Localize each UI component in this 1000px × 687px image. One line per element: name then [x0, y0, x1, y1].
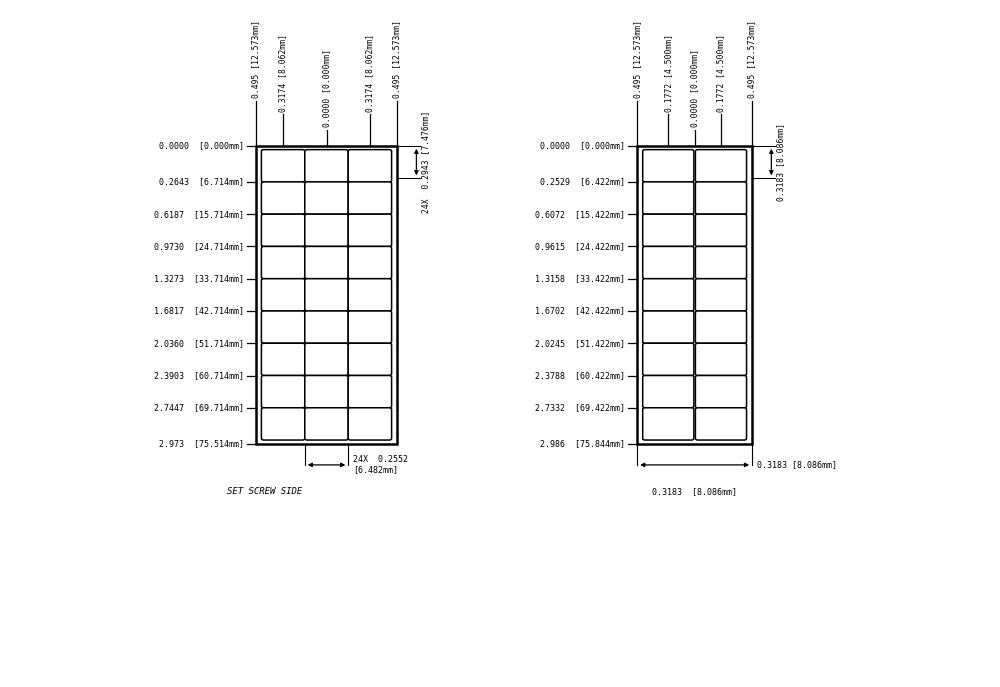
Text: 0.0000 [0.000mm]: 0.0000 [0.000mm] [322, 49, 331, 127]
Text: 0.9615  [24.422mm]: 0.9615 [24.422mm] [535, 242, 625, 251]
Text: 1.3273  [33.714mm]: 1.3273 [33.714mm] [154, 274, 244, 283]
FancyBboxPatch shape [305, 376, 348, 408]
FancyBboxPatch shape [643, 247, 694, 279]
Text: 0.2529  [6.422mm]: 0.2529 [6.422mm] [540, 177, 625, 186]
FancyBboxPatch shape [695, 150, 747, 182]
FancyBboxPatch shape [695, 247, 747, 279]
FancyBboxPatch shape [348, 376, 392, 408]
Text: 0.9730  [24.714mm]: 0.9730 [24.714mm] [154, 242, 244, 251]
FancyBboxPatch shape [643, 408, 694, 440]
FancyBboxPatch shape [261, 408, 305, 440]
Text: SET SCREW SIDE: SET SCREW SIDE [227, 487, 302, 496]
Text: 1.3158  [33.422mm]: 1.3158 [33.422mm] [535, 274, 625, 283]
FancyBboxPatch shape [695, 311, 747, 344]
Text: 0.6187  [15.714mm]: 0.6187 [15.714mm] [154, 210, 244, 218]
FancyBboxPatch shape [261, 279, 305, 311]
Text: 0.2643  [6.714mm]: 0.2643 [6.714mm] [159, 177, 244, 186]
FancyBboxPatch shape [695, 376, 747, 408]
FancyBboxPatch shape [348, 408, 392, 440]
FancyBboxPatch shape [305, 214, 348, 247]
Text: 2.7447  [69.714mm]: 2.7447 [69.714mm] [154, 403, 244, 412]
FancyBboxPatch shape [305, 344, 348, 376]
Text: 0.3183  [8.086mm]: 0.3183 [8.086mm] [652, 487, 737, 496]
Text: 0.495 [12.573mm]: 0.495 [12.573mm] [747, 21, 756, 98]
Text: 2.7332  [69.422mm]: 2.7332 [69.422mm] [535, 403, 625, 412]
Text: 2.3903  [60.714mm]: 2.3903 [60.714mm] [154, 371, 244, 380]
FancyBboxPatch shape [695, 408, 747, 440]
FancyBboxPatch shape [643, 311, 694, 344]
Text: 0.3174 [8.062mm]: 0.3174 [8.062mm] [279, 34, 288, 111]
Text: 0.495 [12.573mm]: 0.495 [12.573mm] [393, 21, 402, 98]
FancyBboxPatch shape [695, 279, 747, 311]
Text: 0.0000 [0.000mm]: 0.0000 [0.000mm] [690, 49, 699, 127]
Text: 0.6072  [15.422mm]: 0.6072 [15.422mm] [535, 210, 625, 218]
FancyBboxPatch shape [348, 214, 392, 247]
FancyBboxPatch shape [348, 247, 392, 279]
FancyBboxPatch shape [261, 376, 305, 408]
FancyBboxPatch shape [695, 214, 747, 247]
Text: 0.0000  [0.000mm]: 0.0000 [0.000mm] [540, 142, 625, 150]
Text: 1.6817  [42.714mm]: 1.6817 [42.714mm] [154, 306, 244, 315]
Bar [256, 146, 397, 444]
FancyBboxPatch shape [348, 279, 392, 311]
FancyBboxPatch shape [261, 150, 305, 182]
Text: 1.6702  [42.422mm]: 1.6702 [42.422mm] [535, 306, 625, 315]
Text: 2.0360  [51.714mm]: 2.0360 [51.714mm] [154, 339, 244, 348]
Text: 0.3183 [8.086mm]: 0.3183 [8.086mm] [757, 460, 837, 469]
Text: 0.3183 [8.086mm]: 0.3183 [8.086mm] [776, 123, 785, 201]
FancyBboxPatch shape [305, 408, 348, 440]
FancyBboxPatch shape [261, 214, 305, 247]
Text: 0.1772 [4.500mm]: 0.1772 [4.500mm] [664, 34, 673, 111]
FancyBboxPatch shape [643, 150, 694, 182]
FancyBboxPatch shape [261, 182, 305, 214]
Text: 0.495 [12.573mm]: 0.495 [12.573mm] [633, 21, 642, 98]
Text: 0.1772 [4.500mm]: 0.1772 [4.500mm] [716, 34, 725, 111]
FancyBboxPatch shape [695, 182, 747, 214]
FancyBboxPatch shape [261, 247, 305, 279]
Text: 2.0245  [51.422mm]: 2.0245 [51.422mm] [535, 339, 625, 348]
Text: 2.3788  [60.422mm]: 2.3788 [60.422mm] [535, 371, 625, 380]
FancyBboxPatch shape [305, 279, 348, 311]
FancyBboxPatch shape [305, 182, 348, 214]
FancyBboxPatch shape [643, 182, 694, 214]
FancyBboxPatch shape [348, 344, 392, 376]
Text: 24X  0.2552
[6.482mm]: 24X 0.2552 [6.482mm] [353, 455, 408, 475]
FancyBboxPatch shape [348, 182, 392, 214]
Text: 2.986  [75.844mm]: 2.986 [75.844mm] [540, 439, 625, 448]
Text: 2.973  [75.514mm]: 2.973 [75.514mm] [159, 439, 244, 448]
Text: 0.0000  [0.000mm]: 0.0000 [0.000mm] [159, 142, 244, 150]
Text: 0.3174 [8.062mm]: 0.3174 [8.062mm] [365, 34, 374, 111]
FancyBboxPatch shape [305, 311, 348, 344]
FancyBboxPatch shape [348, 150, 392, 182]
Bar [637, 146, 752, 444]
FancyBboxPatch shape [305, 247, 348, 279]
Text: 0.495 [12.573mm]: 0.495 [12.573mm] [251, 21, 260, 98]
FancyBboxPatch shape [643, 214, 694, 247]
FancyBboxPatch shape [261, 344, 305, 376]
FancyBboxPatch shape [643, 344, 694, 376]
FancyBboxPatch shape [695, 344, 747, 376]
FancyBboxPatch shape [305, 150, 348, 182]
Text: 24X  0.2943 [7.476mm]: 24X 0.2943 [7.476mm] [421, 111, 430, 213]
FancyBboxPatch shape [643, 279, 694, 311]
FancyBboxPatch shape [348, 311, 392, 344]
FancyBboxPatch shape [261, 311, 305, 344]
FancyBboxPatch shape [643, 376, 694, 408]
